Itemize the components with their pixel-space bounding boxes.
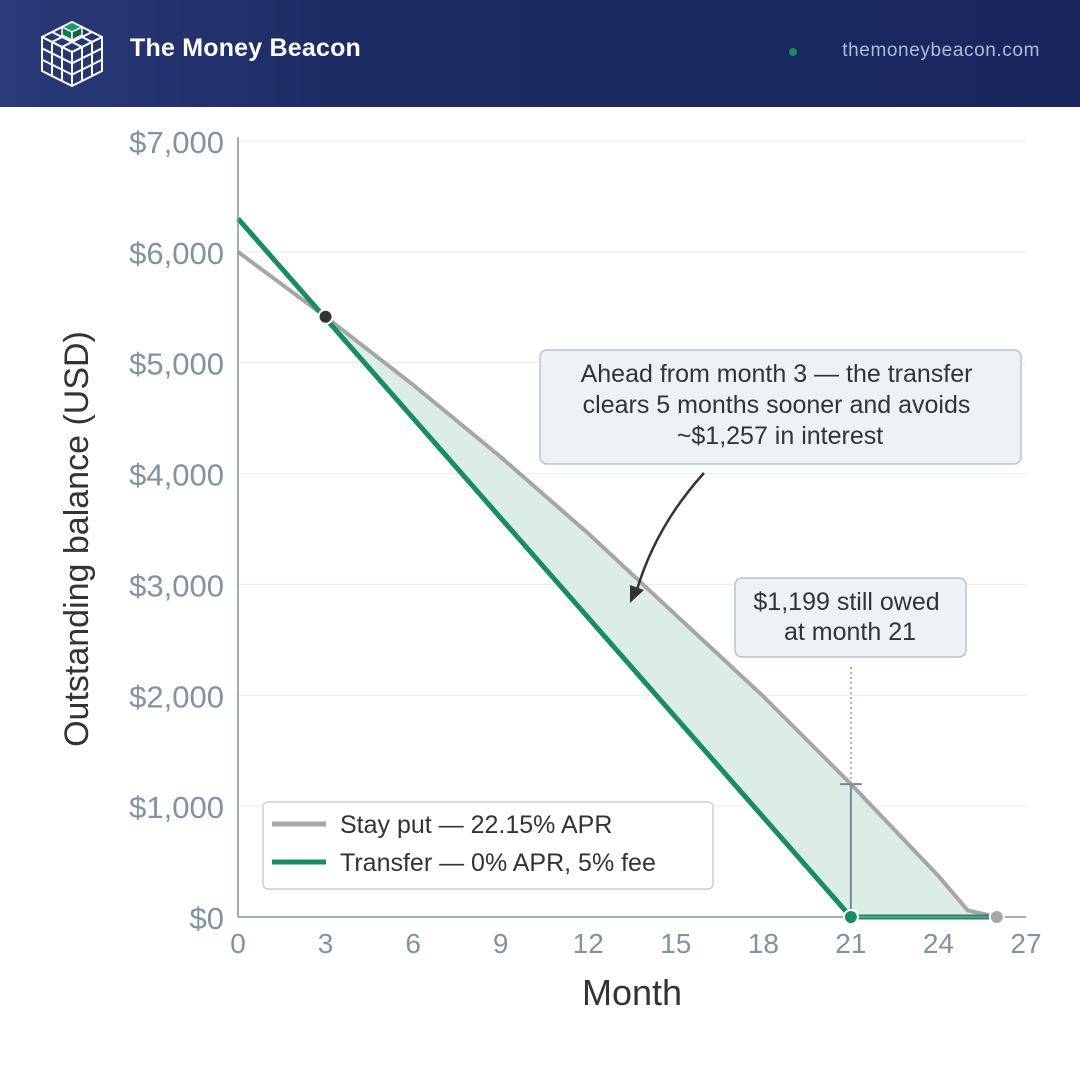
legend-box (262, 801, 714, 890)
svg-text:Ahead from month 3 — the trans: Ahead from month 3 — the transfer clears… (581, 360, 980, 450)
y-tick-label: $5,000 (129, 347, 224, 382)
svg-text:$1,199 still owed at mon: $1,199 still owed at month 21 (753, 588, 946, 646)
y-tick-label: $2,000 (129, 679, 224, 714)
balance-chart: $0 $1,000 $2,000 $3,000 $4,000 $5,000 $6,000 $7… (58, 125, 1042, 1013)
x-tick-labels: 0 3 6 9 12 15 18 21 24 27 (230, 928, 1041, 959)
site-url[interactable]: themoneybeacon.com (842, 40, 1040, 61)
x-tick-label: 27 (1010, 928, 1041, 959)
x-tick-label: 15 (660, 928, 691, 959)
x-tick-label: 18 (748, 928, 779, 959)
x-tick-label: 21 (835, 928, 866, 959)
y-tick-label: $3,000 (129, 568, 224, 603)
y-axis-label: Outstanding balance (USD) (58, 331, 96, 747)
x-tick-label: 9 (493, 928, 509, 959)
y-tick-labels: $0 $1,000 $2,000 $3,000 $4,000 $5,000 $6,000 $7… (129, 125, 224, 936)
savings-callout-box (539, 349, 1022, 465)
cube-logo-icon (41, 21, 103, 87)
savings-arrow-head-icon (630, 585, 644, 603)
header-bar: The Money Beacon themoneybeacon.com (0, 0, 1080, 107)
savings-callout-line-2: clears 5 months sooner and avoids (583, 391, 971, 419)
owed-callout-line-2: at month 21 (784, 618, 916, 646)
gap-marker (839, 783, 862, 917)
marker-transfer-payoff (842, 909, 859, 925)
y-tick-label: $7,000 (129, 125, 224, 160)
marker-crossover (317, 308, 334, 325)
savings-annotation: Ahead from month 3 — the transfer clears… (539, 349, 1022, 603)
brand-name: The Money Beacon (130, 34, 362, 62)
grid-lines (238, 140, 1026, 807)
owed-callout-box (734, 577, 967, 658)
x-tick-label: 12 (573, 928, 604, 959)
axes (237, 137, 1026, 918)
x-axis-label: Month (582, 972, 682, 1013)
legend-stay-label: Stay put — 22.15% APR (340, 811, 612, 839)
y-tick-label: $0 (190, 901, 224, 936)
owed-annotation: $1,199 still owed at month 21 (734, 577, 967, 783)
x-tick-label: 3 (318, 928, 334, 959)
savings-callout-line-3: ~$1,257 in interest (677, 422, 883, 450)
savings-arrow (634, 472, 705, 594)
owed-callout-line-1: $1,199 still owed (753, 588, 939, 616)
status-dot-icon (789, 48, 797, 56)
legend-transfer-label: Transfer — 0% APR, 5% fee (340, 849, 656, 877)
y-tick-label: $1,000 (129, 790, 224, 825)
y-tick-label: $6,000 (129, 236, 224, 271)
x-tick-label: 24 (923, 928, 954, 959)
savings-callout-line-1: Ahead from month 3 — the transfer (581, 360, 973, 388)
x-tick-label: 0 (230, 928, 246, 959)
y-tick-label: $4,000 (129, 458, 224, 493)
marker-stay-payoff (988, 909, 1005, 925)
x-tick-label: 6 (405, 928, 421, 959)
point-markers (317, 308, 1005, 925)
savings-area (325, 316, 997, 917)
legend: Stay put — 22.15% APR Transfer — 0% APR,… (262, 801, 714, 890)
series-stay-put-line (236, 250, 998, 919)
